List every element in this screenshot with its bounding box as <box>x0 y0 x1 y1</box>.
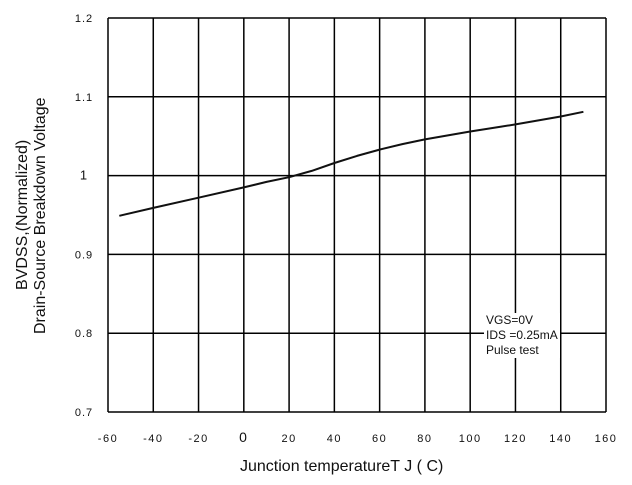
x-tick-label: 60 <box>372 433 387 445</box>
y-tick-label: 0.8 <box>75 328 93 340</box>
annotation-line2: IDS =0.25mA <box>486 328 558 342</box>
x-tick-label: 120 <box>504 433 527 445</box>
y-tick-labels: 0.7 0.8 0.9 1 1.1 1.2 <box>75 13 93 419</box>
series-line <box>119 110 584 217</box>
annotation-line3: Pulse test <box>486 343 539 357</box>
y-tick-label: 1 <box>80 168 88 183</box>
annotation-box: VGS=0V IDS =0.25mA Pulse test <box>484 313 560 358</box>
x-tick-label: 40 <box>327 433 342 445</box>
y-tick-label: 1.2 <box>75 13 93 25</box>
y-tick-label: 0.9 <box>75 249 93 261</box>
y-tick-label: 0.7 <box>75 407 93 419</box>
y-axis-label-line1: BVDSS,(Normalized) <box>14 139 31 290</box>
y-tick-label: 1.1 <box>75 92 93 104</box>
y-axis-label-line2: Drain-Source Breakdown Voltage <box>32 96 49 334</box>
x-tick-label: -20 <box>188 433 208 445</box>
x-axis-label: Junction temperatureT J ( C) <box>240 458 444 475</box>
x-tick-label: -40 <box>143 433 163 445</box>
x-tick-labels: -60 -40 -20 0 20 40 60 80 100 120 140 160 <box>98 429 618 445</box>
x-tick-label: 100 <box>459 433 482 445</box>
x-tick-label: 20 <box>281 433 296 445</box>
x-tick-label: 160 <box>595 433 618 445</box>
x-tick-label: -60 <box>98 433 118 445</box>
x-tick-label: 140 <box>549 433 572 445</box>
annotation-line1: VGS=0V <box>486 313 534 327</box>
x-tick-label: 80 <box>417 433 432 445</box>
x-tick-label: 0 <box>239 429 248 445</box>
